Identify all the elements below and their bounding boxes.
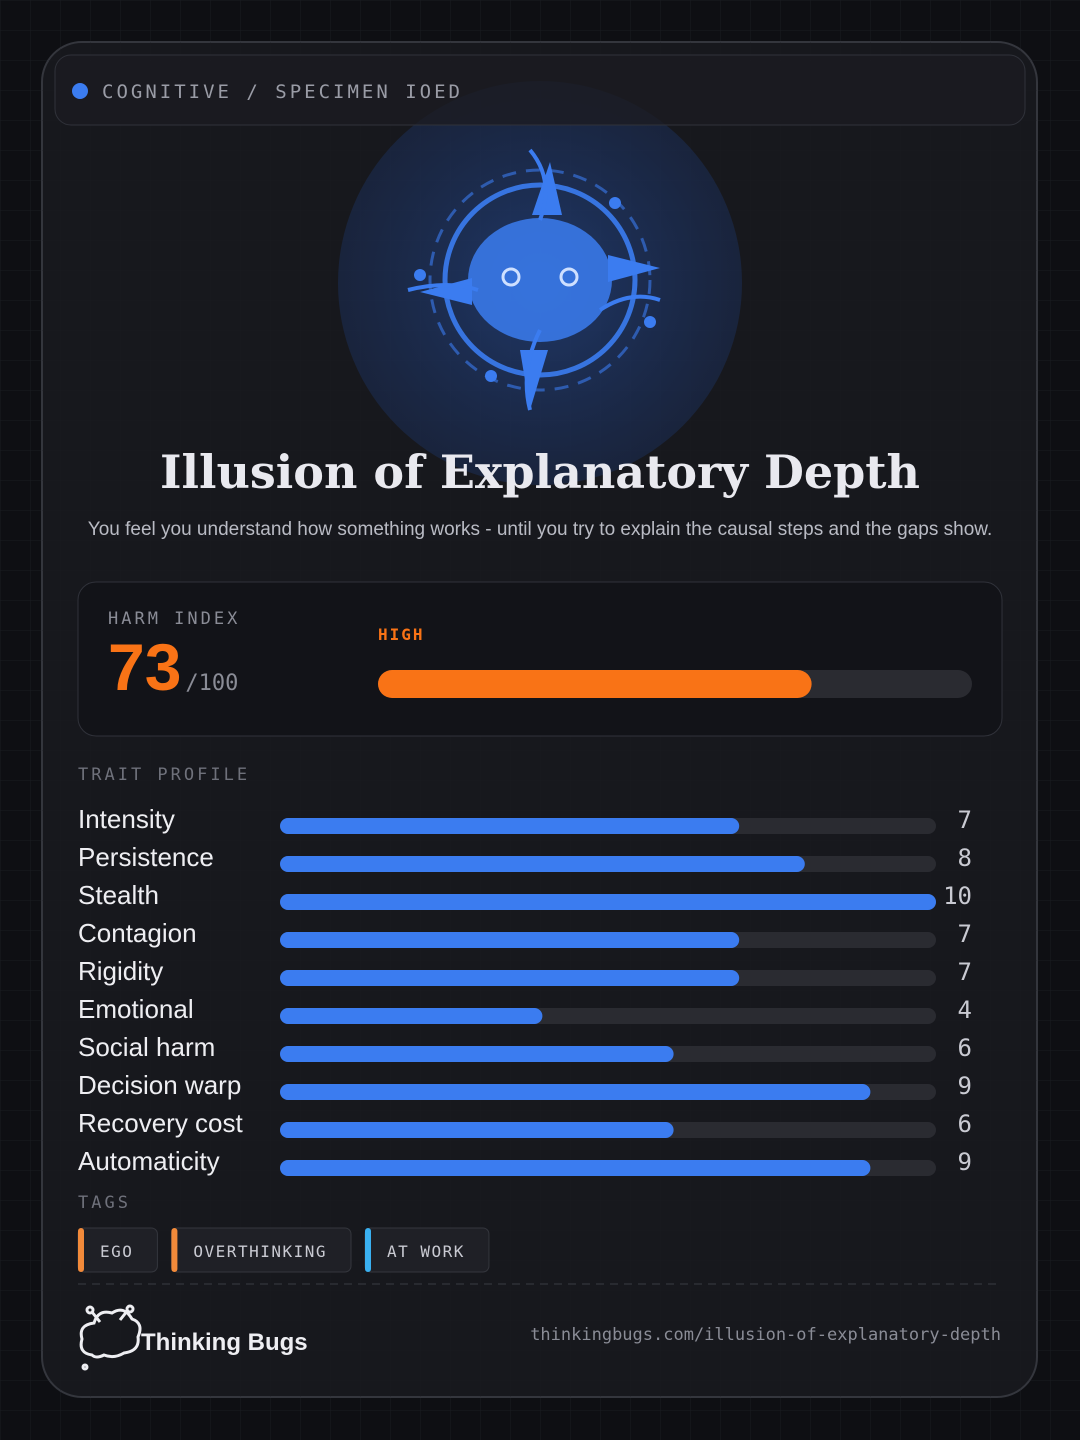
trait-value: 9: [958, 1072, 972, 1100]
harm-bar: [378, 670, 812, 698]
harm-box: [77, 581, 1003, 737]
trait-bar: [280, 932, 740, 948]
trait-value: 6: [958, 1034, 972, 1062]
trait-value: 8: [958, 844, 972, 872]
trait-value: 7: [958, 806, 972, 834]
title: Illusion of Explanatory Depth: [160, 445, 920, 499]
trait-bar: [280, 894, 936, 910]
trait-name: Intensity: [78, 804, 175, 834]
trait-value: 7: [958, 920, 972, 948]
trait-name: Decision warp: [78, 1070, 241, 1100]
trait-name: Social harm: [78, 1032, 215, 1062]
subtitle: You feel you understand how something wo…: [88, 519, 992, 540]
logo: [79, 1304, 142, 1371]
trait-bar: [280, 818, 740, 834]
tag-stripe: [171, 1228, 178, 1272]
tag-stripe: [365, 1228, 371, 1272]
header-bar: [54, 54, 1026, 126]
illustration: [407, 148, 661, 411]
tag-label: EGO: [100, 1242, 133, 1261]
trait-value: 9: [958, 1148, 972, 1176]
footer-url[interactable]: thinkingbugs.com/illusion-of-explanatory…: [530, 1325, 1001, 1345]
trait-bar: [280, 1008, 543, 1024]
harm-level: HIGH: [378, 625, 425, 644]
trait-name: Rigidity: [78, 956, 163, 986]
trait-name: Automaticity: [78, 1146, 220, 1176]
trait-value: 4: [958, 996, 972, 1024]
trait-bar: [280, 1046, 674, 1062]
trait-bar: [280, 856, 805, 872]
status-dot: [72, 83, 88, 99]
trait-name: Contagion: [78, 918, 197, 948]
harm-label: HARM INDEX: [108, 609, 240, 629]
trait-bar: [280, 1084, 871, 1100]
trait-value: 10: [943, 882, 972, 910]
trait-title: TRAIT PROFILE: [78, 765, 250, 785]
trait-bar: [280, 1160, 871, 1176]
trait-name: Emotional: [78, 994, 194, 1024]
trait-name: Persistence: [78, 842, 214, 872]
brand: Thinking Bugs: [141, 1329, 308, 1356]
harm-value: 73: [108, 630, 181, 704]
harm-max: /100: [185, 671, 238, 696]
tags-title: TAGS: [78, 1193, 131, 1213]
trait-value: 7: [958, 958, 972, 986]
tag-stripe: [78, 1228, 84, 1272]
tag-label: OVERTHINKING: [193, 1242, 327, 1261]
tag-label: AT WORK: [387, 1242, 465, 1261]
trait-value: 6: [958, 1110, 972, 1138]
header-label: COGNITIVE / SPECIMEN IOED: [102, 81, 463, 103]
trait-bar: [280, 1122, 674, 1138]
trait-name: Recovery cost: [78, 1108, 243, 1138]
trait-bar: [280, 970, 740, 986]
trait-name: Stealth: [78, 880, 159, 910]
